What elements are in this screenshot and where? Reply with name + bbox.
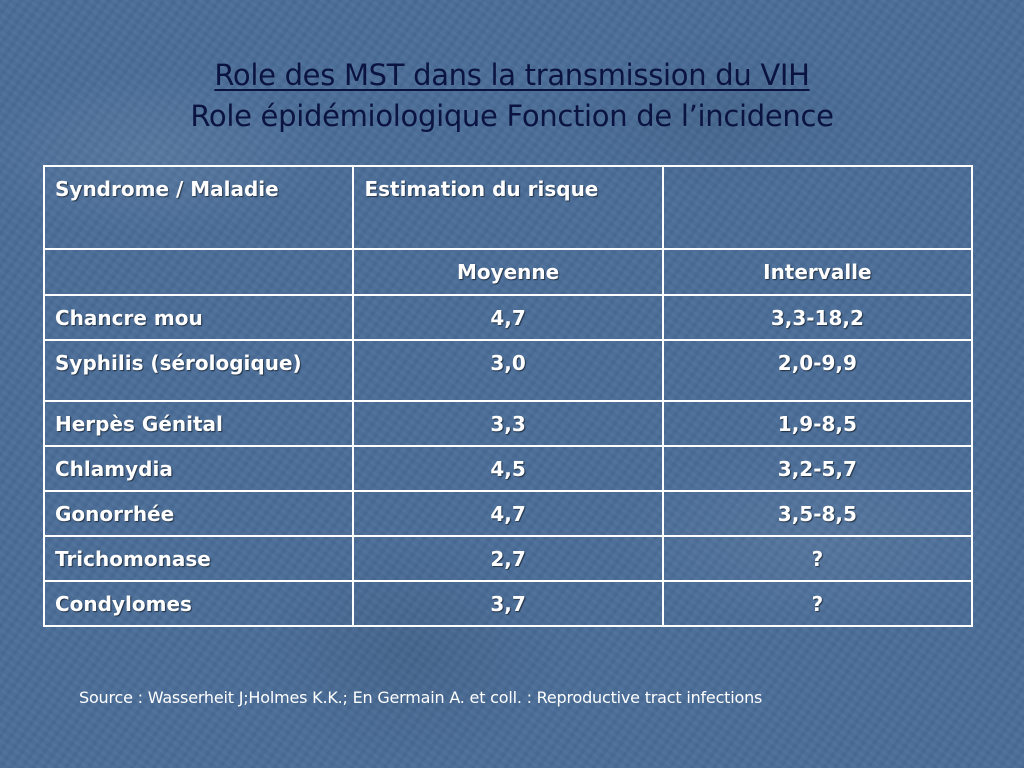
table-row: Trichomonase 2,7 ? xyxy=(42,535,974,582)
table-row: Condylomes 3,7 ? xyxy=(42,580,974,627)
mean-cell: 4,7 xyxy=(352,490,664,537)
source-citation: Source : Wasserheit J;Holmes K.K.; En Ge… xyxy=(79,688,763,707)
table-subheader-row: Moyenne Intervalle xyxy=(42,248,974,296)
disease-cell: Syphilis (sérologique) xyxy=(42,339,355,402)
table-row: Chlamydia 4,5 3,2-5,7 xyxy=(42,445,974,492)
risk-table: Syndrome / Maladie Estimation du risque … xyxy=(42,165,974,627)
mean-cell: 3,7 xyxy=(352,580,664,627)
subheader-empty xyxy=(42,248,355,296)
subheader-mean: Moyenne xyxy=(352,248,664,296)
mean-cell: 3,3 xyxy=(352,400,664,447)
disease-cell: Herpès Génital xyxy=(42,400,355,447)
range-cell: ? xyxy=(661,535,974,582)
header-empty xyxy=(661,165,974,250)
header-syndrome: Syndrome / Maladie xyxy=(42,165,355,250)
mean-cell: 4,5 xyxy=(352,445,664,492)
disease-cell: Gonorrhée xyxy=(42,490,355,537)
slide-title-line2: Role épidémiologique Fonction de l’incid… xyxy=(190,99,834,133)
table-header-row: Syndrome / Maladie Estimation du risque xyxy=(42,165,974,250)
table-row: Herpès Génital 3,3 1,9-8,5 xyxy=(42,400,974,447)
slide-title-line1: Role des MST dans la transmission du VIH xyxy=(214,58,810,92)
range-cell: 3,2-5,7 xyxy=(661,445,974,492)
disease-cell: Condylomes xyxy=(42,580,355,627)
disease-cell: Chlamydia xyxy=(42,445,355,492)
subheader-range: Intervalle xyxy=(661,248,974,296)
table-row: Gonorrhée 4,7 3,5-8,5 xyxy=(42,490,974,537)
range-cell: ? xyxy=(661,580,974,627)
mean-cell: 3,0 xyxy=(352,339,664,402)
table-row: Syphilis (sérologique) 3,0 2,0-9,9 xyxy=(42,339,974,402)
range-cell: 1,9-8,5 xyxy=(661,400,974,447)
slide-title: Role des MST dans la transmission du VIH… xyxy=(0,55,1024,137)
mean-cell: 2,7 xyxy=(352,535,664,582)
disease-cell: Chancre mou xyxy=(42,294,355,341)
range-cell: 2,0-9,9 xyxy=(661,339,974,402)
mean-cell: 4,7 xyxy=(352,294,664,341)
disease-cell: Trichomonase xyxy=(42,535,355,582)
range-cell: 3,5-8,5 xyxy=(661,490,974,537)
header-risk-estimate: Estimation du risque xyxy=(352,165,664,250)
table-row: Chancre mou 4,7 3,3-18,2 xyxy=(42,294,974,341)
range-cell: 3,3-18,2 xyxy=(661,294,974,341)
